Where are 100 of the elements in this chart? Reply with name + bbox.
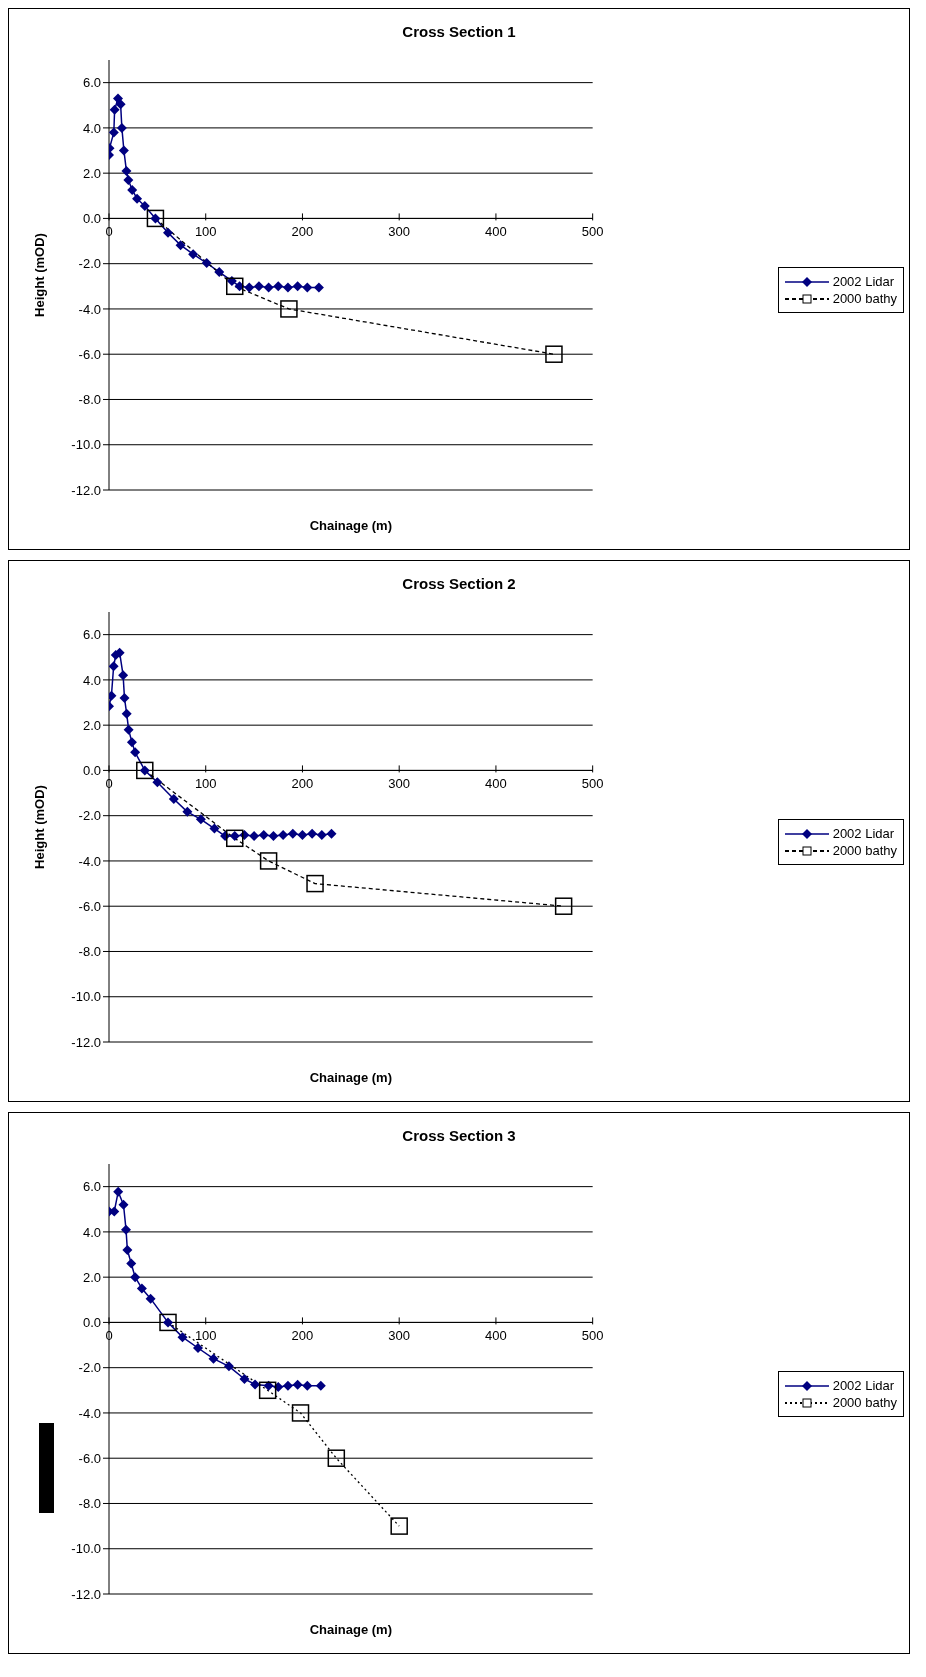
point: [253, 281, 264, 292]
point: [175, 240, 186, 251]
y-tick-label: -6.0: [78, 1450, 101, 1466]
y-tick-label: 0.0: [82, 211, 101, 227]
point: [278, 829, 289, 840]
point: [258, 829, 269, 840]
point: [316, 829, 327, 840]
y-tick-label: -6.0: [78, 898, 101, 914]
y-tick-label: 2.0: [82, 717, 101, 733]
point: [209, 823, 220, 834]
chart-title: Cross Section 1: [401, 23, 517, 40]
y-tick-label: -10.0: [71, 989, 101, 1005]
x-tick-label: 500: [581, 776, 604, 792]
y-tick-label: -12.0: [71, 1034, 101, 1050]
x-tick-label: 100: [194, 1328, 217, 1344]
legend-label: 2002 Lidar: [832, 274, 895, 289]
point: [177, 1332, 188, 1343]
legend-label: 2000 bathy: [832, 1395, 897, 1410]
y-tick-label: -10.0: [71, 1541, 101, 1557]
point: [214, 267, 225, 278]
x-tick-label: 400: [485, 1328, 507, 1344]
y-tick-label: -10.0: [71, 437, 101, 453]
y-tick-label: 6.0: [82, 75, 101, 91]
y-tick-label: 4.0: [82, 672, 101, 688]
point: [123, 724, 134, 735]
x-tick-label: 400: [485, 224, 507, 240]
point: [226, 829, 244, 848]
point: [239, 1374, 250, 1384]
point: [291, 1404, 310, 1422]
point: [554, 897, 573, 915]
y-tick-label: 4.0: [82, 1224, 101, 1240]
point: [126, 737, 137, 748]
y-tick-label: -4.0: [78, 1405, 101, 1421]
point: [244, 282, 255, 293]
x-tick-label: 100: [194, 224, 217, 240]
point: [390, 1517, 408, 1535]
point: [126, 1258, 137, 1269]
point: [258, 1381, 277, 1400]
x-tick-label: 300: [388, 224, 411, 240]
point: [195, 814, 206, 825]
y-axis-title: Height (mOD): [31, 785, 47, 869]
x-tick-label: 200: [291, 1328, 314, 1344]
y-tick-label: -2.0: [78, 808, 101, 824]
x-tick-label: 500: [581, 224, 604, 240]
legend-label: 2002 Lidar: [832, 1378, 895, 1393]
point: [109, 127, 119, 138]
point: [208, 1353, 219, 1364]
point: [139, 200, 150, 211]
point: [119, 693, 130, 703]
point: [313, 282, 324, 293]
x-tick-label: 300: [388, 1328, 411, 1344]
point: [249, 831, 260, 842]
chart-title: Cross Section 3: [401, 1127, 517, 1144]
x-tick-label: 0: [105, 1328, 113, 1344]
x-tick-label: 100: [194, 776, 217, 792]
point: [132, 193, 143, 204]
y-tick-label: 6.0: [82, 627, 101, 643]
point: [130, 747, 141, 758]
point: [136, 1283, 147, 1294]
point: [307, 828, 318, 839]
y-axis-title: Height (mOD): [31, 233, 47, 317]
y-tick-label: -12.0: [71, 482, 101, 498]
point: [109, 661, 119, 672]
point: [259, 852, 278, 870]
point: [116, 122, 127, 133]
point: [127, 184, 138, 195]
chart-title: Cross Section 2: [401, 575, 517, 592]
point: [326, 828, 337, 839]
x-tick-label: 300: [388, 776, 411, 792]
y-tick-label: 2.0: [82, 1269, 101, 1285]
point: [192, 1342, 203, 1353]
y-tick-label: -8.0: [78, 1496, 101, 1512]
point: [122, 1245, 133, 1255]
y-tick-label: 4.0: [82, 120, 101, 136]
point: [121, 1224, 132, 1235]
point: [545, 345, 563, 363]
legend-label: 2000 bathy: [832, 291, 897, 306]
point: [130, 1272, 141, 1283]
point: [201, 258, 212, 269]
point: [109, 104, 120, 115]
point: [188, 249, 199, 260]
point: [115, 99, 126, 110]
point: [168, 793, 179, 804]
legend-label: 2002 Lidar: [832, 826, 895, 841]
y-tick-label: -2.0: [78, 1360, 101, 1376]
x-tick-label: 0: [105, 224, 113, 240]
point: [223, 1361, 234, 1372]
x-tick-label: 0: [105, 776, 113, 792]
point: [287, 828, 298, 839]
x-tick-label: 500: [581, 1328, 604, 1344]
point: [297, 829, 308, 840]
y-tick-label: -4.0: [78, 301, 101, 317]
point: [282, 282, 293, 293]
point: [315, 1380, 326, 1391]
point: [292, 281, 303, 292]
x-tick-label: 400: [485, 776, 507, 792]
legend-label: 2000 bathy: [832, 843, 897, 858]
point: [152, 777, 163, 788]
point: [292, 1379, 303, 1390]
point: [146, 209, 165, 228]
